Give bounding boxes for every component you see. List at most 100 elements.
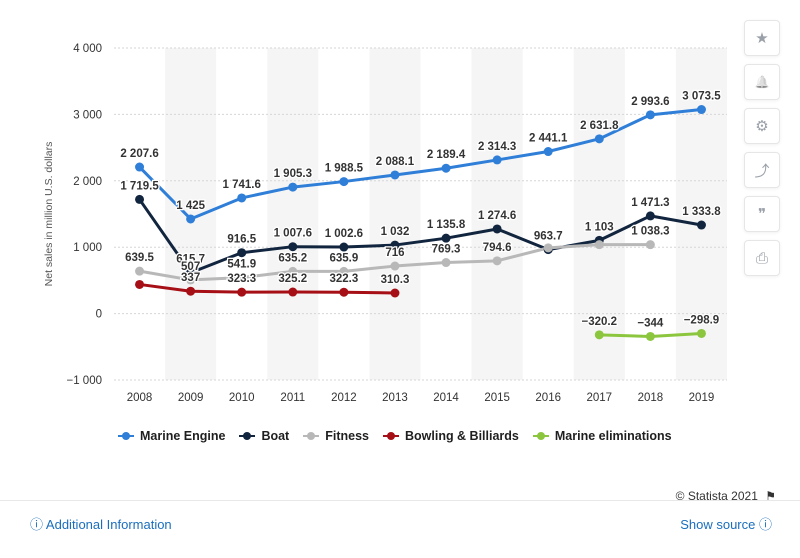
y-tick-label: 4 000: [73, 43, 102, 55]
settings-button[interactable]: ⚙: [744, 108, 780, 144]
y-tick-label: 0: [96, 309, 102, 321]
data-label: 2 207.6: [120, 148, 158, 160]
print-button[interactable]: ⎙: [744, 240, 780, 276]
data-point: [594, 240, 604, 250]
data-label: 1 002.6: [325, 228, 363, 240]
favorite-button[interactable]: ★: [744, 20, 780, 56]
chart-legend: Marine Engine Boat Fitness Bowling & Bil…: [118, 429, 672, 443]
legend-swatch: [303, 431, 320, 441]
data-label: 794.6: [483, 242, 512, 254]
quote-icon: ❞: [757, 206, 767, 223]
additional-information-link[interactable]: ⓘ Additional Information: [30, 514, 172, 533]
data-label: 1 471.3: [631, 197, 669, 209]
data-point: [135, 279, 145, 289]
data-label: 3 073.5: [682, 91, 721, 103]
legend-swatch: [532, 431, 549, 441]
data-label: −320.2: [582, 316, 618, 328]
data-point: [645, 211, 655, 221]
data-label: 1 719.5: [120, 180, 159, 192]
column-band: [471, 48, 523, 380]
data-label: 541.9: [227, 259, 256, 271]
data-label: 325.2: [278, 273, 307, 285]
data-point: [543, 243, 553, 253]
credit-text: © Statista 2021: [675, 489, 758, 503]
data-point: [339, 266, 349, 276]
data-point: [135, 162, 145, 172]
data-point: [186, 214, 196, 224]
data-point: [696, 328, 706, 338]
x-tick-label: 2018: [638, 392, 664, 404]
data-point: [288, 182, 298, 192]
data-point: [594, 134, 604, 144]
legend-item-boat[interactable]: Boat: [239, 429, 289, 443]
data-point: [543, 147, 553, 157]
legend-swatch: [118, 431, 134, 441]
data-label: 1 038.3: [631, 226, 669, 238]
series-line: [138, 197, 703, 275]
statista-credit[interactable]: © Statista 2021 ⚑: [676, 489, 776, 503]
legend-swatch: [382, 431, 399, 441]
chart-panel: −1 000 0 1 000 2 000 3 000 4 000 2008 2009 2010 2…: [0, 0, 800, 503]
show-source-link[interactable]: Show source ⓘ: [680, 514, 772, 533]
data-point: [237, 248, 247, 258]
share-button[interactable]: ⤴: [744, 152, 780, 188]
data-point: [186, 275, 196, 285]
column-band: [675, 48, 727, 380]
data-label: 1 905.3: [274, 168, 312, 180]
data-label: 2 631.8: [580, 120, 619, 132]
data-point: [339, 177, 349, 187]
data-point: [186, 268, 196, 278]
data-point: [288, 287, 298, 297]
data-point: [135, 266, 145, 276]
info-label: Additional Information: [45, 517, 172, 532]
notify-button[interactable]: 🔔: [744, 64, 780, 100]
legend-item-fitness[interactable]: Fitness: [303, 429, 369, 443]
data-point: [186, 286, 196, 296]
x-tick-label: 2008: [127, 392, 153, 404]
legend-label: Bowling & Billiards: [404, 429, 519, 443]
data-label: −298.9: [684, 314, 720, 326]
data-label: 507: [181, 261, 200, 273]
column-band: [573, 48, 625, 380]
data-label: 2 088.1: [376, 156, 415, 168]
column-band: [369, 48, 421, 380]
print-icon: ⎙: [755, 249, 768, 267]
legend-item-marine-engine[interactable]: Marine Engine: [118, 429, 225, 443]
data-label: 337: [181, 272, 200, 284]
share-icon: ⤴: [754, 162, 770, 180]
x-tick-label: 2016: [535, 392, 561, 404]
data-label: 2 314.3: [478, 141, 516, 153]
cite-button[interactable]: ❞: [744, 196, 780, 232]
x-tick-label: 2011: [280, 392, 305, 404]
series-line: [138, 282, 397, 295]
legend-item-bowling-billiards[interactable]: Bowling & Billiards: [382, 429, 519, 443]
column-band: [165, 48, 217, 380]
y-tick-label: 2 000: [73, 176, 102, 188]
x-tick-label: 2014: [433, 392, 459, 404]
data-label: 310.3: [381, 274, 410, 286]
data-point: [390, 240, 400, 250]
data-label: 1 274.6: [478, 210, 516, 222]
legend-label: Fitness: [325, 429, 369, 443]
data-label: 1 103: [585, 221, 614, 233]
data-label: 323.3: [227, 273, 256, 285]
column-band: [267, 48, 319, 380]
data-label: 322.3: [329, 273, 358, 285]
legend-label: Marine eliminations: [554, 429, 672, 443]
legend-label: Boat: [261, 429, 290, 443]
x-tick-label: 2019: [689, 392, 715, 404]
legend-item-marine-eliminations[interactable]: Marine eliminations: [532, 429, 672, 443]
data-point: [441, 163, 451, 173]
data-point: [288, 266, 298, 276]
legend-swatch: [239, 431, 256, 441]
x-tick-label: 2012: [331, 392, 357, 404]
data-label: 1 333.8: [682, 206, 721, 218]
data-point: [390, 261, 400, 271]
data-label: 1 135.8: [427, 219, 466, 231]
data-point: [441, 258, 451, 268]
data-label: 716: [385, 247, 404, 259]
data-point: [288, 242, 298, 252]
data-point: [594, 330, 604, 340]
info-icon: ⓘ: [758, 517, 772, 532]
data-label: 769.3: [432, 244, 461, 256]
